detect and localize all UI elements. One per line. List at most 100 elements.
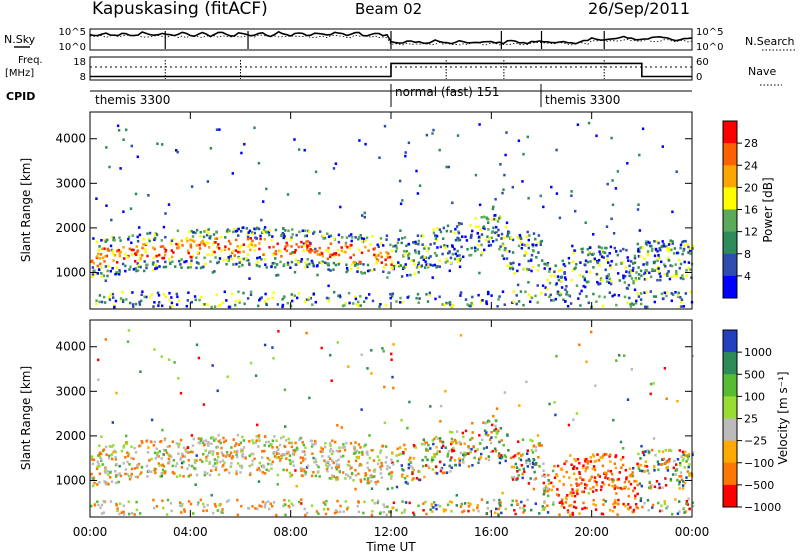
scatter-cell	[112, 236, 116, 240]
scatter-cell	[119, 250, 122, 254]
scatter-cell	[618, 354, 621, 357]
scatter-cell	[193, 461, 197, 465]
scatter-cell	[567, 294, 570, 297]
scatter-cell	[543, 500, 546, 503]
scatter-cell	[529, 300, 532, 303]
scatter-cell	[302, 443, 305, 447]
scatter-cell	[356, 270, 359, 273]
scatter-cell	[303, 234, 307, 238]
scatter-cell	[430, 460, 433, 463]
scatter-cell	[496, 220, 500, 223]
scatter-cell	[683, 466, 686, 469]
scatter-cell	[90, 504, 93, 508]
scatter-cell	[353, 445, 356, 449]
scatter-cell	[251, 505, 254, 508]
scatter-cell	[585, 295, 588, 298]
scatter-cell	[380, 464, 384, 468]
scatter-cell	[216, 509, 219, 512]
scatter-cell	[422, 502, 425, 505]
scatter-cell	[386, 487, 389, 491]
scatter-cell	[147, 194, 150, 197]
scatter-cell	[216, 245, 219, 249]
scatter-cell	[155, 254, 158, 258]
scatter-cell	[111, 249, 114, 253]
scatter-cell	[598, 246, 601, 249]
scatter-cell	[513, 454, 517, 457]
scatter-cell	[417, 252, 421, 255]
scatter-cell	[676, 478, 679, 482]
scatter-cell	[557, 269, 561, 273]
scatter-cell	[308, 262, 311, 266]
scatter-cell	[114, 475, 118, 478]
scatter-cell	[275, 450, 279, 453]
scatter-cell	[325, 499, 328, 503]
scatter-cell	[214, 256, 217, 259]
scatter-cell	[618, 471, 621, 474]
scatter-cell	[265, 303, 268, 307]
scatter-cell	[409, 461, 412, 464]
scatter-cell	[681, 487, 685, 490]
scatter-cell	[659, 275, 662, 278]
scatter-cell	[616, 513, 619, 516]
scatter-cell	[385, 445, 388, 448]
scatter-cell	[335, 478, 338, 481]
scatter-cell	[529, 259, 533, 262]
scatter-cell	[683, 511, 686, 514]
scatter-cell	[312, 471, 315, 474]
scatter-cell	[683, 260, 686, 264]
scatter-cell	[157, 455, 160, 458]
scatter-cell	[474, 249, 477, 253]
scatter-cell	[331, 459, 334, 463]
scatter-cell	[376, 480, 380, 483]
scatter-cell	[521, 476, 524, 480]
scatter-cell	[310, 474, 314, 478]
scatter-cell	[619, 440, 623, 444]
scatter-cell	[232, 263, 235, 266]
scatter-cell	[558, 501, 562, 504]
scatter-cell	[442, 444, 445, 448]
scatter-cell	[375, 253, 378, 257]
scatter-cell	[122, 462, 125, 465]
scatter-cell	[448, 464, 451, 468]
scatter-cell	[402, 468, 405, 472]
scatter-cell	[222, 436, 225, 440]
scatter-cell	[388, 466, 391, 469]
scatter-cell	[615, 359, 618, 362]
scatter-cell	[92, 477, 95, 481]
scatter-cell	[461, 431, 464, 435]
scatter-cell	[332, 254, 336, 258]
scatter-cell	[201, 441, 205, 445]
scatter-cell	[236, 433, 240, 437]
scatter-cell	[164, 212, 167, 215]
scatter-cell	[290, 236, 293, 239]
scatter-cell	[218, 246, 221, 250]
scatter-cell	[260, 218, 263, 222]
scatter-cell	[521, 453, 525, 456]
scatter-cell	[646, 305, 649, 309]
scatter-cell	[485, 300, 488, 303]
scatter-cell	[439, 420, 442, 423]
scatter-cell	[503, 303, 506, 306]
scatter-cell	[608, 478, 611, 481]
scatter-cell	[390, 474, 393, 478]
scatter-cell	[667, 270, 670, 273]
scatter-cell	[358, 260, 361, 264]
scatter-cell	[611, 179, 614, 182]
scatter-cell	[646, 449, 649, 452]
scatter-cell	[406, 296, 409, 299]
scatter-cell	[687, 452, 691, 456]
scatter-cell	[675, 251, 679, 255]
scatter-cell	[377, 254, 380, 257]
scatter-cell	[302, 459, 305, 462]
scatter-cell	[284, 513, 287, 517]
scatter-cell	[242, 439, 246, 442]
scatter-cell	[404, 501, 408, 504]
scatter-cell	[208, 460, 211, 464]
scatter-cell	[568, 261, 571, 265]
scatter-cell	[175, 462, 179, 465]
scatter-cell	[451, 201, 454, 205]
scatter-cell	[271, 446, 274, 449]
scatter-cell	[441, 471, 445, 475]
scatter-cell	[391, 451, 394, 454]
scatter-cell	[379, 472, 383, 475]
